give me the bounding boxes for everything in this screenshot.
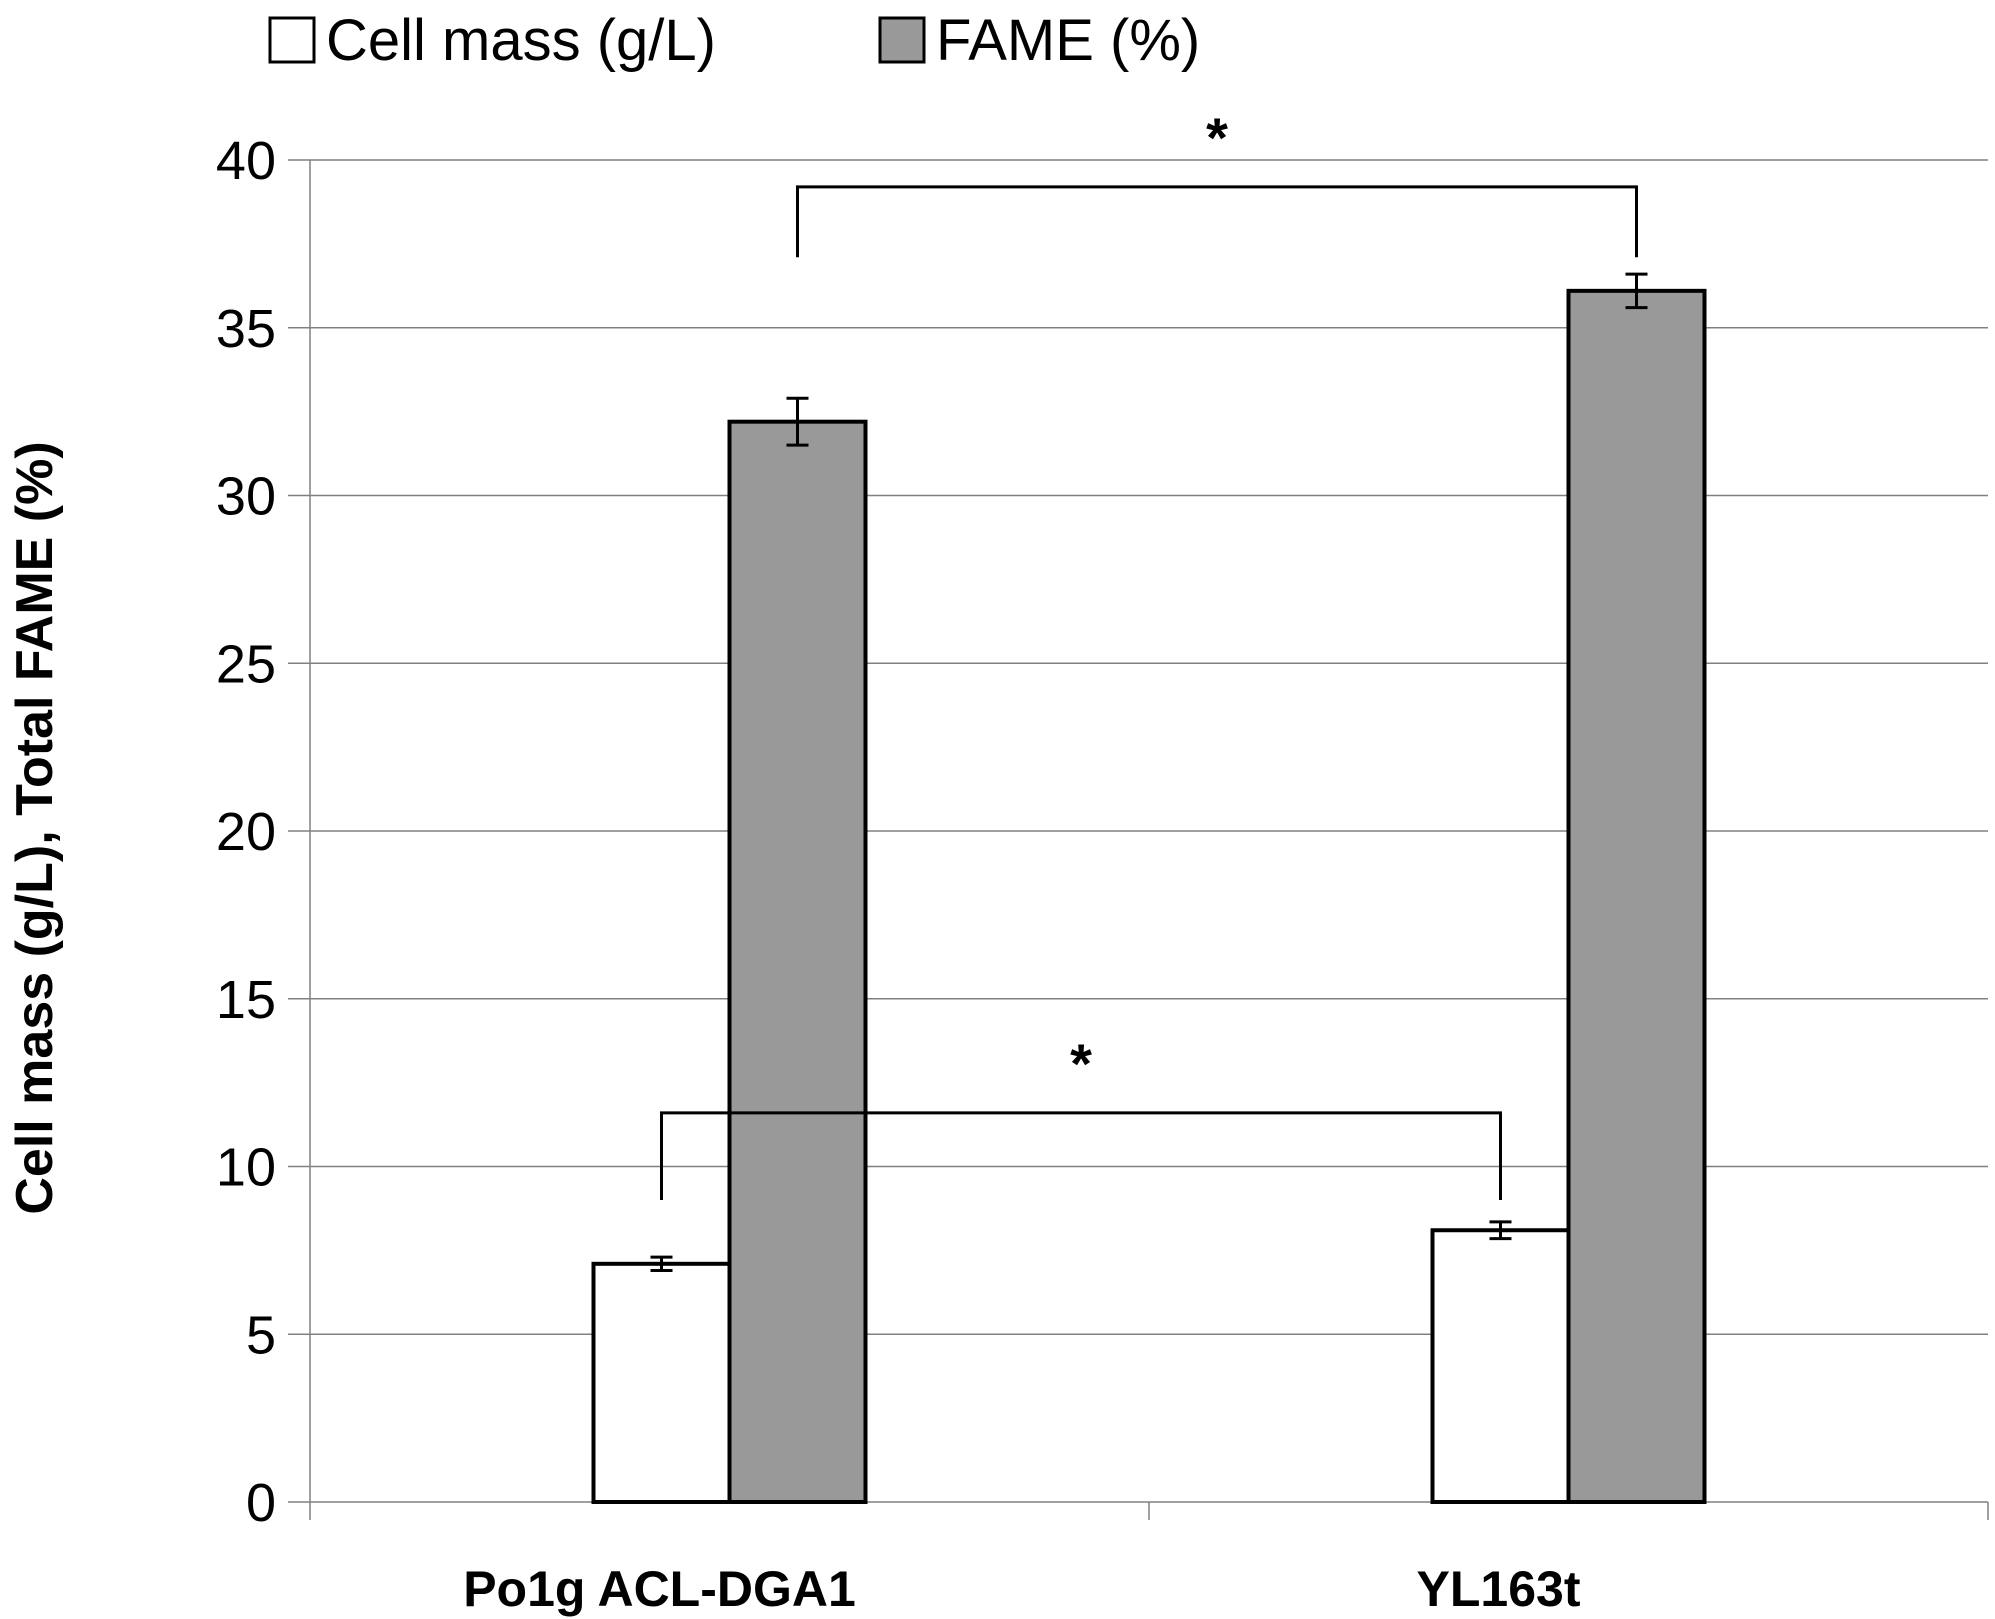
error-bars bbox=[650, 272, 1648, 1273]
y-axis-label: Cell mass (g/L), Total FAME (%) bbox=[6, 441, 64, 1214]
legend: Cell mass (g/L) FAME (%) bbox=[268, 8, 1200, 73]
y-tick-label: 20 bbox=[216, 802, 276, 862]
axes: 0 5 10 15 20 25 30 35 40 Po1g ACL-DGA1 YL163t bbox=[216, 131, 1989, 1617]
bar bbox=[1566, 288, 1707, 1505]
y-tick-label: 35 bbox=[216, 299, 276, 359]
y-tick-label: 40 bbox=[216, 131, 276, 191]
significance-star: * bbox=[1206, 106, 1228, 169]
y-tick-label: 25 bbox=[216, 634, 276, 694]
bar bbox=[591, 1261, 732, 1505]
legend-label: Cell mass (g/L) bbox=[326, 8, 716, 73]
bar bbox=[1430, 1228, 1571, 1504]
significance-bracket bbox=[796, 185, 1638, 258]
y-tick-label: 30 bbox=[216, 467, 276, 527]
x-tick-label: YL163t bbox=[1417, 1561, 1581, 1617]
legend-swatch bbox=[878, 16, 926, 64]
legend-swatch bbox=[268, 16, 316, 64]
bar bbox=[727, 419, 868, 1505]
y-tick-label: 5 bbox=[246, 1305, 276, 1365]
significance-bracket bbox=[660, 1111, 1502, 1201]
y-tick-label: 15 bbox=[216, 970, 276, 1030]
y-tick-label: 10 bbox=[216, 1138, 276, 1198]
x-tick-label: Po1g ACL-DGA1 bbox=[463, 1561, 856, 1617]
bars bbox=[591, 288, 1707, 1505]
y-tick-label: 0 bbox=[246, 1473, 276, 1533]
gridlines bbox=[310, 159, 1988, 1335]
significance-annotations: ** bbox=[660, 106, 1638, 1201]
legend-label: FAME (%) bbox=[936, 8, 1200, 73]
significance-star: * bbox=[1070, 1032, 1092, 1095]
